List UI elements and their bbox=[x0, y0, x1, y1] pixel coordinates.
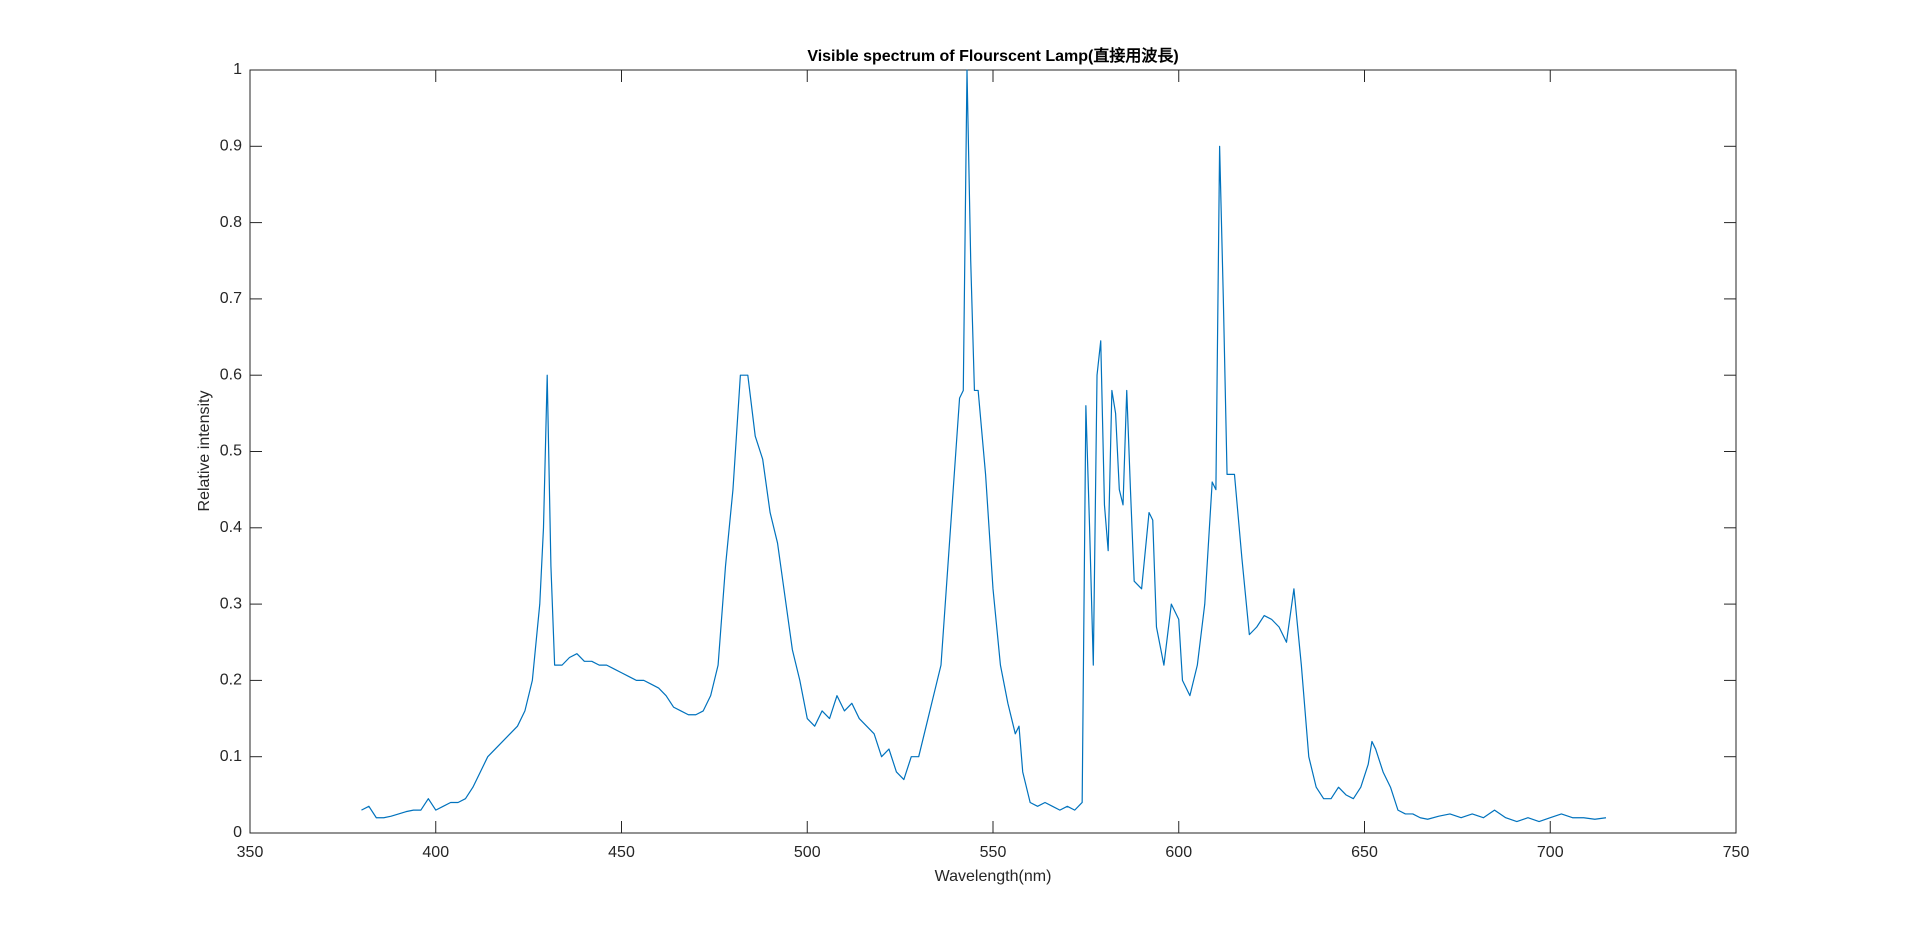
y-tick-label: 0.4 bbox=[220, 519, 242, 536]
x-tick-label: 750 bbox=[1723, 844, 1750, 861]
x-tick-label: 450 bbox=[608, 844, 635, 861]
x-tick-label: 550 bbox=[980, 844, 1007, 861]
x-tick-label: 350 bbox=[237, 844, 264, 861]
x-axis-label: Wavelength(nm) bbox=[935, 868, 1052, 885]
y-tick-label: 0.1 bbox=[220, 748, 242, 765]
y-tick-label: 0.8 bbox=[220, 214, 242, 231]
y-tick-label: 1 bbox=[233, 61, 242, 78]
x-tick-label: 700 bbox=[1537, 844, 1564, 861]
y-tick-label: 0.6 bbox=[220, 366, 242, 383]
x-tick-label: 650 bbox=[1351, 844, 1378, 861]
y-tick-label: 0.3 bbox=[220, 595, 242, 612]
chart-title: Visible spectrum of Flourscent Lamp(直接用波… bbox=[807, 46, 1178, 65]
y-tick-label: 0 bbox=[233, 824, 242, 841]
x-tick-label: 500 bbox=[794, 844, 821, 861]
axes-box bbox=[249, 69, 1737, 834]
x-tick-label: 400 bbox=[422, 844, 449, 861]
y-axis-label: Relative intensity bbox=[196, 391, 213, 512]
y-tick-label: 0.9 bbox=[220, 138, 242, 155]
x-tick-label: 600 bbox=[1165, 844, 1192, 861]
y-tick-label: 0.2 bbox=[220, 672, 242, 689]
y-tick-label: 0.5 bbox=[220, 443, 242, 460]
y-tick-label: 0.7 bbox=[220, 290, 242, 307]
spectrum-line bbox=[361, 69, 1607, 823]
